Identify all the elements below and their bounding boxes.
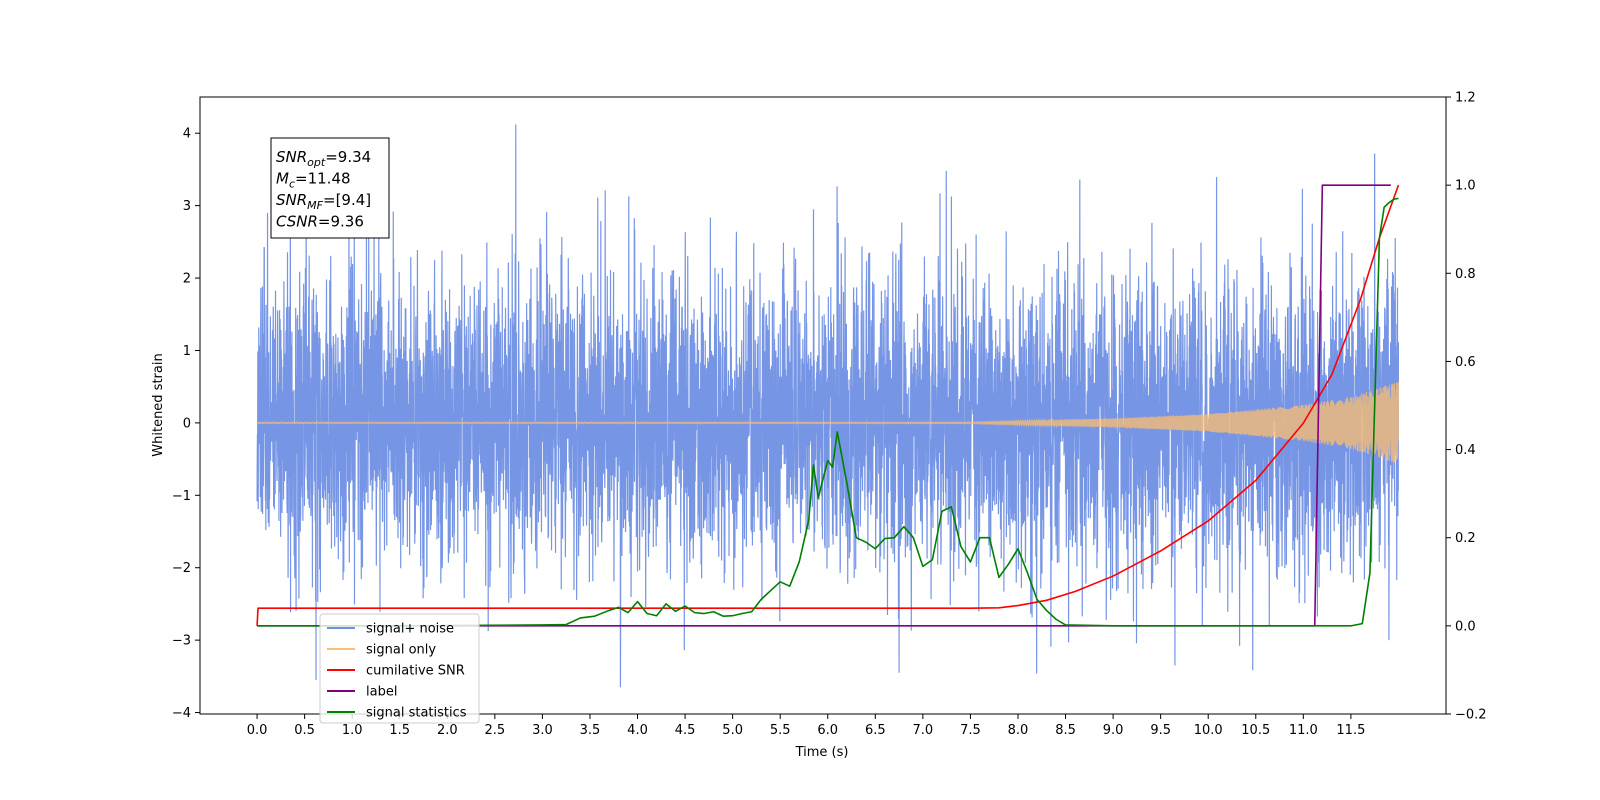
x-tick-label: 2.5 xyxy=(485,723,506,738)
y-right-tick-label: 1.2 xyxy=(1455,91,1476,106)
x-tick-label: 3.5 xyxy=(580,723,601,738)
x-tick-label: 1.5 xyxy=(389,723,410,738)
y-tick-label: −1 xyxy=(172,489,191,504)
x-tick-label: 2.0 xyxy=(437,723,458,738)
y-right-tick-label: 0.4 xyxy=(1455,443,1476,458)
x-tick-label: 5.5 xyxy=(770,723,791,738)
x-tick-label: 4.5 xyxy=(675,723,696,738)
x-tick-label: 5.0 xyxy=(722,723,743,738)
y-axis-label: Whitened strain xyxy=(151,353,166,456)
annotation-symbol: SNR xyxy=(276,148,307,166)
annotation-subscript: c xyxy=(289,178,295,191)
x-tick-label: 6.0 xyxy=(817,723,838,738)
x-axis: 0.0 0.5 1.0 1.5 2.0 2.5 3.0 3.5 4.0 4.5 5.0 5.5 6.0 6… xyxy=(247,714,1365,738)
x-tick-label: 7.5 xyxy=(960,723,981,738)
x-tick-label: 8.0 xyxy=(1008,723,1029,738)
y-right-tick-label: −0.2 xyxy=(1455,708,1487,723)
annotation-symbol: CSNR xyxy=(276,213,318,231)
x-tick-label: 11.5 xyxy=(1336,723,1365,738)
legend-frame xyxy=(319,613,480,724)
y-right-tick-label: 0.2 xyxy=(1455,531,1476,546)
y-right-tick-label: 0.6 xyxy=(1455,355,1476,370)
x-tick-label: 3.0 xyxy=(532,723,553,738)
signal-only-line xyxy=(256,382,1400,463)
y-tick-label: −4 xyxy=(172,706,191,721)
x-axis-label: Time (s) xyxy=(795,745,849,760)
y-axis-right: −0.2 0.0 0.2 0.4 0.6 0.8 1.0 1.2 xyxy=(1446,91,1487,723)
annotation-subscript: opt xyxy=(307,156,326,169)
y-tick-label: 3 xyxy=(183,199,191,214)
annotation-value: =9.34 xyxy=(325,148,371,166)
annotation-line: SNRMF=[9.4] xyxy=(276,191,371,212)
x-tick-label: 0.0 xyxy=(247,723,268,738)
y-tick-label: −3 xyxy=(172,634,191,649)
x-tick-label: 10.0 xyxy=(1194,723,1223,738)
annotation-line: Mc=11.48 xyxy=(276,170,351,191)
annotation-symbol: SNR xyxy=(276,191,307,209)
x-tick-label: 8.5 xyxy=(1055,723,1076,738)
cumilative-snr-line xyxy=(256,184,1400,626)
x-tick-label: 6.5 xyxy=(865,723,886,738)
x-tick-label: 1.0 xyxy=(342,723,363,738)
signal-statistics-line xyxy=(257,197,1399,627)
y-tick-label: 1 xyxy=(183,344,191,359)
y-right-tick-label: 0.0 xyxy=(1455,619,1476,634)
legend-label: signal only xyxy=(366,643,436,658)
annotation-line: SNRopt=9.34 xyxy=(276,148,371,169)
x-tick-label: 4.0 xyxy=(627,723,648,738)
legend-label: label xyxy=(366,685,397,700)
y-tick-label: −2 xyxy=(172,561,191,576)
annotation-line: CSNR=9.36 xyxy=(276,213,364,231)
y-tick-label: 0 xyxy=(183,416,191,431)
label-line xyxy=(257,184,1391,627)
plot-frame xyxy=(199,96,1447,715)
legend-label: cumilative SNR xyxy=(366,664,465,679)
annotation-frame xyxy=(270,137,390,239)
annotation-value: =[9.4] xyxy=(323,191,371,209)
annotation-symbol: M xyxy=(276,170,289,188)
signal-noise-line xyxy=(256,124,1400,688)
legend-label: signal statistics xyxy=(366,706,467,721)
annotation-value: =11.48 xyxy=(295,170,351,188)
x-tick-label: 9.5 xyxy=(1150,723,1171,738)
annotation-subscript: MF xyxy=(307,199,323,212)
annotation-value: =9.36 xyxy=(318,213,364,231)
y-tick-label: 4 xyxy=(183,127,191,142)
x-tick-label: 0.5 xyxy=(294,723,315,738)
series-layer xyxy=(256,124,1400,688)
y-tick-label: 2 xyxy=(183,272,191,287)
y-right-tick-label: 1.0 xyxy=(1455,179,1476,194)
x-tick-label: 11.0 xyxy=(1289,723,1318,738)
y-right-tick-label: 0.8 xyxy=(1455,267,1476,282)
x-tick-label: 7.0 xyxy=(913,723,934,738)
legend-label: signal+ noise xyxy=(366,622,454,637)
x-tick-label: 10.5 xyxy=(1241,723,1270,738)
x-tick-label: 9.0 xyxy=(1103,723,1124,738)
y-axis-left: −4 −3 −2 −1 0 1 2 3 4 xyxy=(172,127,200,721)
legend: signal+ noise signal only cumilative SNR la… xyxy=(319,613,480,724)
